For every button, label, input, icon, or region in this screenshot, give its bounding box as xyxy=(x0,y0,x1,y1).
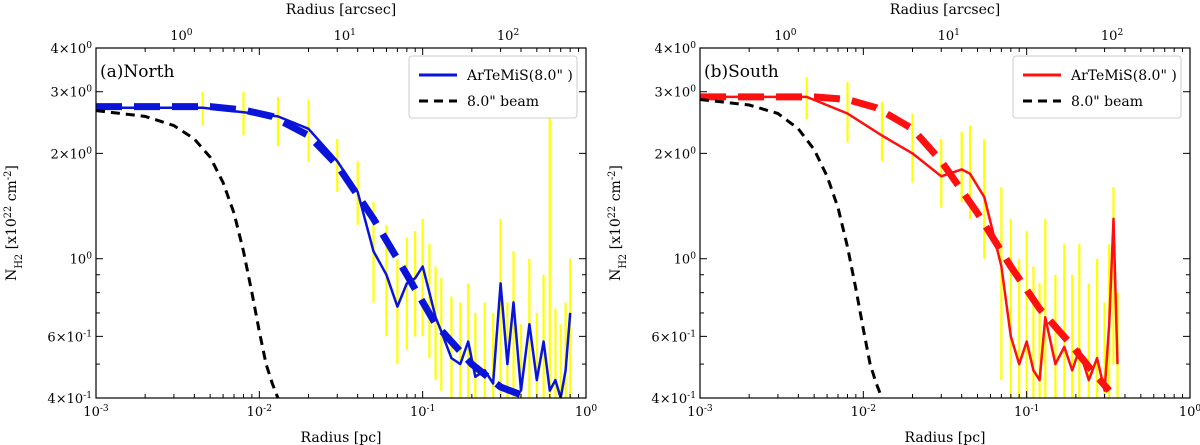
series-beam xyxy=(96,109,280,398)
y-tick-label: 4×100 xyxy=(50,41,92,57)
top-x-tick-label: 102 xyxy=(1101,28,1123,44)
x-tick-label: 10-1 xyxy=(410,404,435,420)
legend-label: 8.0" beam xyxy=(467,94,539,110)
y-tick-label: 4×100 xyxy=(654,41,696,57)
x-tick-label: 10-3 xyxy=(687,404,713,420)
top-x-tick-label: 102 xyxy=(497,28,519,44)
series-measured xyxy=(700,95,1119,392)
series-beam xyxy=(700,98,884,398)
x-tick-label: 10-3 xyxy=(83,404,109,420)
y-tick-label: 2×100 xyxy=(654,146,696,162)
top-x-tick-label: 100 xyxy=(170,28,193,44)
top-x-axis-label: Radius [arcsec] xyxy=(890,2,1000,18)
x-tick-label: 10-2 xyxy=(851,404,876,420)
x-tick-label: 100 xyxy=(1179,404,1200,420)
x-axis-label: Radius [pc] xyxy=(904,430,985,445)
y-tick-label: 6×10-1 xyxy=(47,329,92,345)
y-axis-label: NH2 [x1022 cm-2] xyxy=(607,165,629,281)
x-tick-label: 10-2 xyxy=(247,404,272,420)
chart-panel-1: 10-3 10-2 10-1 100 100 101 102 4×100 3×100 2×100 1… xyxy=(3,2,598,445)
legend-label: ArTeMiS(8.0" ) xyxy=(1070,68,1177,84)
y-tick-label: 2×100 xyxy=(50,146,92,162)
x-tick-label: 10-1 xyxy=(1014,404,1039,420)
plot-frame xyxy=(95,47,587,399)
y-tick-label: 100 xyxy=(70,252,93,268)
panel-label: (a)North xyxy=(100,62,174,82)
chart-panel-2: 10-3 10-2 10-1 100 100 101 102 4×100 3×100 2×100 1… xyxy=(607,2,1200,445)
plot-frame xyxy=(699,47,1191,399)
x-tick-label: 100 xyxy=(575,404,598,420)
legend: ArTeMiS(8.0" ) 8.0" beam xyxy=(1012,55,1182,119)
y-tick-label: 4×10-1 xyxy=(47,391,92,407)
series-fit xyxy=(96,103,531,398)
top-x-axis-label: Radius [arcsec] xyxy=(286,2,396,18)
x-axis-label: Radius [pc] xyxy=(300,430,381,445)
y-tick-label: 3×100 xyxy=(50,85,92,101)
legend-label: ArTeMiS(8.0" ) xyxy=(466,68,573,84)
y-tick-label: 3×100 xyxy=(654,85,696,101)
series-fit xyxy=(700,93,1112,393)
y-axis-label: NH2 [x1022 cm-2] xyxy=(3,165,25,281)
legend-label: 8.0" beam xyxy=(1071,94,1143,110)
top-x-tick-label: 101 xyxy=(334,28,356,44)
legend: ArTeMiS(8.0" ) 8.0" beam xyxy=(408,55,578,119)
y-tick-label: 4×10-1 xyxy=(651,391,696,407)
series-measured xyxy=(96,106,572,398)
y-tick-label: 100 xyxy=(674,252,697,268)
top-x-tick-label: 100 xyxy=(774,28,797,44)
top-x-tick-label: 101 xyxy=(938,28,960,44)
panel-label: (b)South xyxy=(704,62,779,82)
y-tick-label: 6×10-1 xyxy=(651,329,696,345)
